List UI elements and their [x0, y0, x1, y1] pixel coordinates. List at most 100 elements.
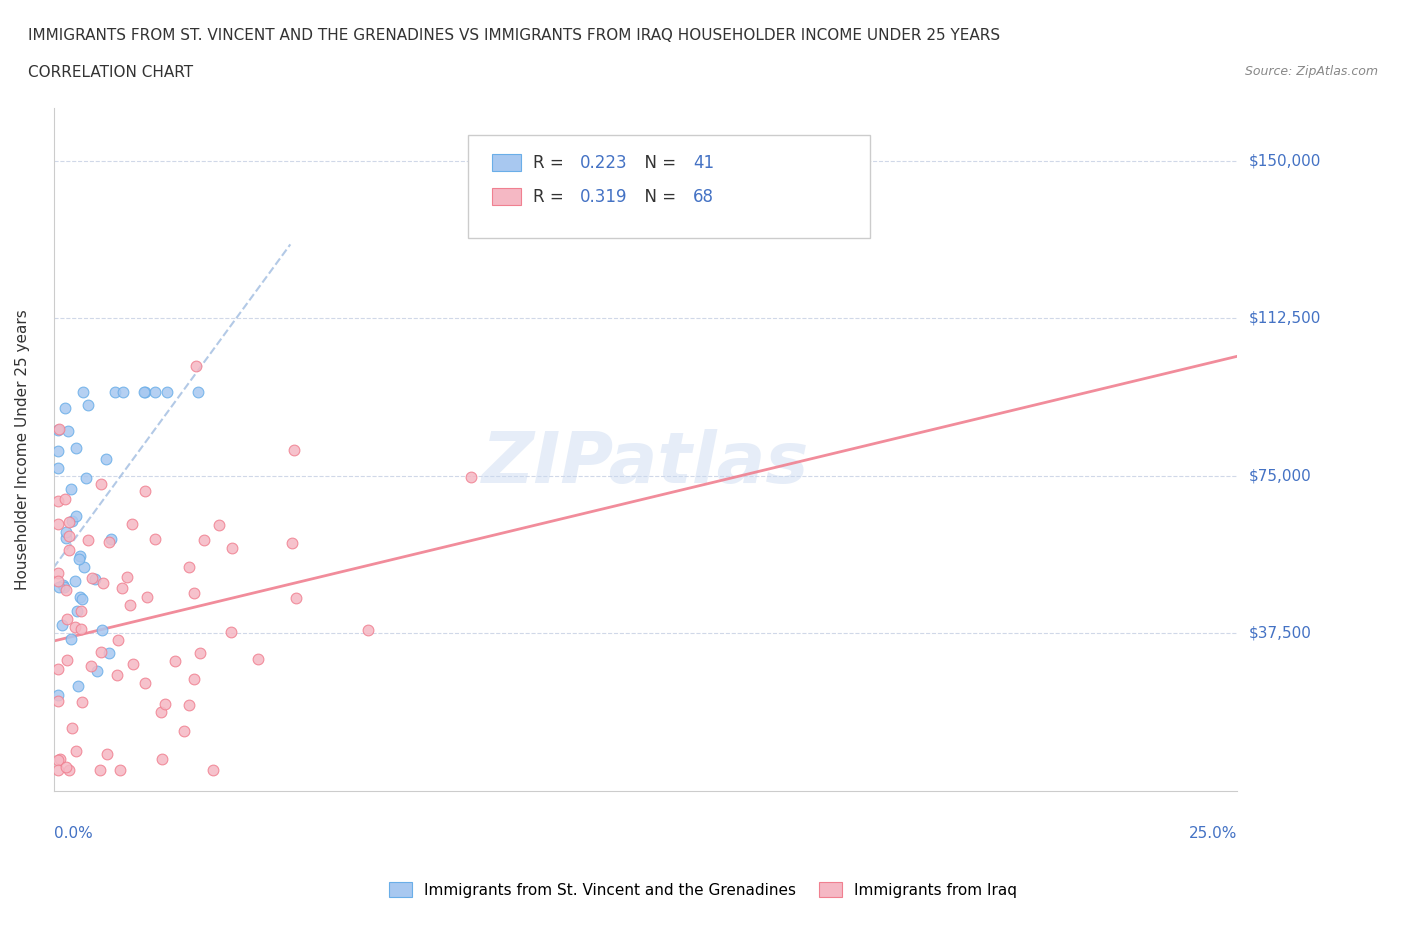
- Point: [89, 763, 111, 777]
- Point: [55, 760, 77, 775]
- Point: [285, 591, 308, 605]
- Legend: Immigrants from St. Vincent and the Grenadines, Immigrants from Iraq: Immigrants from St. Vincent and the Gren…: [382, 875, 1024, 904]
- FancyBboxPatch shape: [468, 136, 870, 238]
- Point: [58, 528, 80, 543]
- Point: [188, 645, 211, 660]
- Point: [247, 652, 270, 667]
- Point: [46, 573, 69, 588]
- Point: [59, 481, 82, 496]
- Text: ZIPatlas: ZIPatlas: [482, 429, 808, 498]
- Point: [46, 422, 69, 437]
- Point: [150, 751, 173, 766]
- Point: [115, 569, 138, 584]
- Text: $75,000: $75,000: [1249, 468, 1310, 484]
- Point: [153, 697, 176, 711]
- Point: [134, 384, 156, 399]
- Text: $37,500: $37,500: [1249, 626, 1312, 641]
- Point: [122, 657, 145, 671]
- Point: [46, 763, 69, 777]
- Text: CORRELATION CHART: CORRELATION CHART: [28, 65, 193, 80]
- Point: [48, 694, 70, 709]
- Point: [118, 597, 141, 612]
- Point: [70, 622, 93, 637]
- Point: [183, 586, 205, 601]
- Point: [65, 574, 87, 589]
- Point: [165, 654, 187, 669]
- Point: [77, 533, 100, 548]
- Point: [53, 491, 76, 506]
- Point: [56, 423, 79, 438]
- Point: [460, 470, 482, 485]
- Point: [100, 532, 122, 547]
- FancyBboxPatch shape: [492, 154, 522, 171]
- Point: [281, 536, 304, 551]
- Point: [65, 509, 87, 524]
- Point: [96, 452, 118, 467]
- Point: [80, 570, 103, 585]
- Text: $150,000: $150,000: [1249, 153, 1320, 168]
- Point: [65, 440, 87, 455]
- Text: 25.0%: 25.0%: [1189, 826, 1237, 841]
- Point: [96, 746, 118, 761]
- Point: [52, 579, 75, 594]
- Point: [179, 698, 201, 712]
- Text: R =: R =: [533, 153, 569, 172]
- Point: [193, 532, 215, 547]
- Point: [183, 671, 205, 686]
- Point: [46, 444, 69, 458]
- Point: [58, 543, 80, 558]
- Point: [69, 590, 91, 604]
- Point: [90, 644, 112, 659]
- Point: [52, 578, 75, 592]
- Point: [60, 631, 83, 646]
- Point: [134, 483, 156, 498]
- Point: [90, 477, 112, 492]
- Point: [48, 751, 70, 766]
- Point: [110, 580, 132, 595]
- Point: [46, 565, 69, 580]
- Point: [75, 470, 97, 485]
- Point: [72, 384, 94, 399]
- Point: [55, 525, 77, 540]
- Point: [97, 534, 120, 549]
- Point: [111, 384, 134, 399]
- Point: [70, 592, 93, 607]
- Point: [357, 622, 380, 637]
- Point: [56, 612, 79, 627]
- Point: [55, 582, 77, 597]
- Point: [55, 530, 77, 545]
- Point: [80, 659, 103, 674]
- Point: [104, 384, 127, 399]
- Text: 0.319: 0.319: [581, 188, 628, 206]
- Point: [283, 443, 305, 458]
- FancyBboxPatch shape: [492, 188, 522, 206]
- Point: [60, 721, 83, 736]
- Point: [55, 401, 77, 416]
- Point: [201, 763, 224, 777]
- Point: [121, 517, 143, 532]
- Point: [105, 668, 128, 683]
- Point: [143, 384, 166, 399]
- Text: 0.223: 0.223: [581, 153, 628, 172]
- Point: [46, 752, 69, 767]
- Point: [134, 676, 156, 691]
- Point: [67, 679, 90, 694]
- Point: [179, 559, 201, 574]
- Point: [208, 517, 231, 532]
- Point: [70, 604, 93, 618]
- Point: [48, 421, 70, 436]
- Point: [86, 663, 108, 678]
- Point: [98, 645, 121, 660]
- Text: Source: ZipAtlas.com: Source: ZipAtlas.com: [1244, 65, 1378, 78]
- Point: [58, 514, 80, 529]
- Point: [135, 590, 157, 604]
- Text: R =: R =: [533, 188, 569, 206]
- Y-axis label: Householder Income Under 25 years: Householder Income Under 25 years: [15, 309, 30, 590]
- Point: [91, 576, 114, 591]
- Text: N =: N =: [634, 188, 681, 206]
- Point: [156, 384, 179, 399]
- Point: [66, 604, 89, 618]
- Point: [221, 540, 243, 555]
- Point: [73, 560, 96, 575]
- Point: [134, 384, 156, 399]
